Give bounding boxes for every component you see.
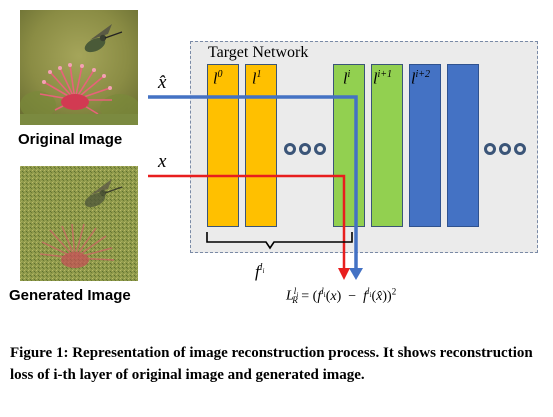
blue-arrowhead [349, 268, 363, 280]
layer-l0 [207, 64, 239, 227]
input-label-original: x̂ [158, 72, 167, 93]
generated-image [20, 166, 138, 281]
layer-label-li2: li+2 [411, 69, 430, 88]
layer-li1 [371, 64, 403, 227]
layer-label-l0: l0 [213, 69, 223, 88]
generated-image-label: Generated Image [9, 287, 131, 304]
original-image [20, 10, 138, 125]
input-label-generated: x [158, 151, 167, 172]
layer-last [447, 64, 479, 227]
layer-li2 [409, 64, 441, 227]
blue-arrow [148, 95, 358, 268]
loss-formula-rhs: = (fli(x) − fli(x̂))2 [301, 286, 397, 304]
original-image-label: Original Image [18, 131, 123, 148]
layer-brace [206, 232, 353, 250]
red-arrowhead [338, 268, 350, 280]
layer-label-li1: li+1 [373, 69, 392, 88]
layer-label-l1: l1 [252, 69, 262, 88]
layer-li [333, 64, 365, 227]
red-arrow [148, 174, 346, 268]
ellipsis-dots-2 [484, 143, 526, 155]
figure-caption: Figure 1: Representation of image recons… [10, 345, 533, 383]
target-network-title: Target Network [208, 44, 309, 61]
layer-label-li: li [343, 69, 351, 88]
ellipsis-dots-1 [284, 143, 326, 155]
layer-l1 [245, 64, 277, 227]
brace-label: fli [255, 262, 265, 281]
loss-formula: LliR = (fli(x) − fli(x̂))2 [286, 286, 397, 306]
